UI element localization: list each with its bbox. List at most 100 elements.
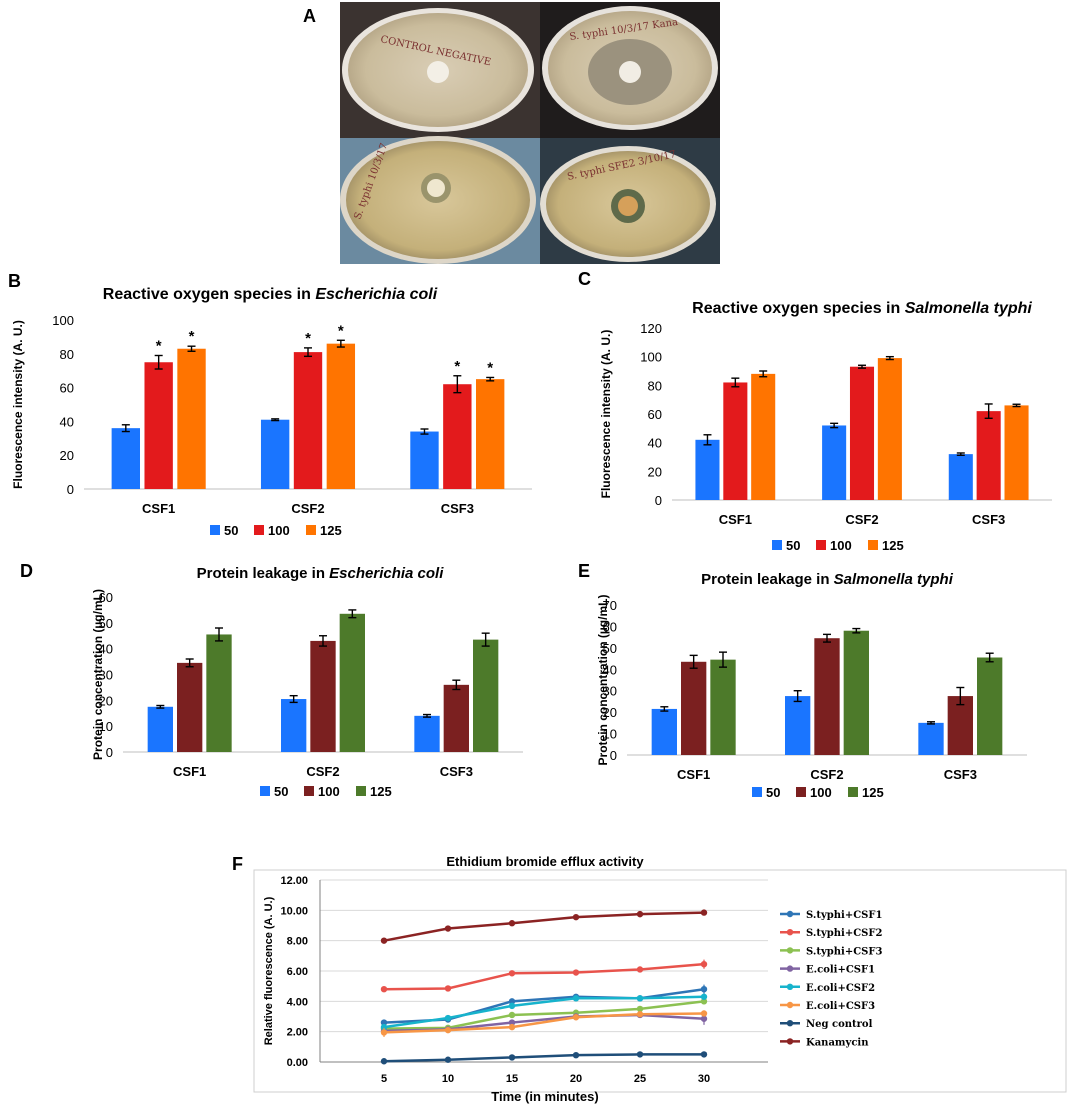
x-tick-label: CSF2 (845, 512, 878, 527)
legend-swatch (848, 787, 858, 797)
chart-title-species: Salmonella typhi (905, 300, 1033, 317)
chart-title-text: Protein leakage in (197, 565, 330, 582)
legend-label: Kanamycin (806, 1037, 869, 1048)
chart-title-species: Salmonella typhi (834, 571, 954, 588)
legend-label: 125 (320, 523, 342, 538)
bar (177, 662, 203, 752)
panel-letters: A B C D E F (8, 6, 591, 874)
series-line (383, 995, 705, 1029)
data-point (700, 1051, 708, 1058)
y-tick-label: 20 (648, 464, 662, 479)
y-tick-label: 60 (60, 381, 74, 396)
y-tick-label: 100 (640, 350, 662, 365)
bar (947, 696, 973, 755)
bar (177, 348, 206, 489)
x-tick-label: 10 (442, 1073, 454, 1085)
bar (147, 706, 173, 752)
bar (822, 425, 847, 500)
y-tick-label: 20 (603, 705, 617, 720)
bar (310, 640, 336, 752)
bar (326, 343, 356, 489)
legend-marker (786, 983, 794, 990)
panel-a-plates: CONTROL NEGATIVE S. typhi 10/3/17 Kana S… (340, 2, 720, 264)
y-tick-label: 10 (603, 727, 617, 742)
x-axis-label: Time (in minutes) (491, 1089, 598, 1104)
y-tick-label: 6.00 (287, 966, 308, 978)
data-point (636, 1011, 644, 1018)
data-point (444, 925, 452, 932)
legend-swatch (796, 787, 806, 797)
charts-layer: Reactive oxygen species in Escherichia c… (11, 286, 1067, 1104)
y-tick-label: 0 (610, 748, 617, 763)
bar (695, 439, 720, 500)
x-tick-label: CSF3 (441, 501, 474, 516)
data-point (508, 1002, 516, 1010)
data-point (508, 1011, 516, 1019)
significance-marker: * (487, 359, 493, 376)
plate-kanamycin: S. typhi 10/3/17 Kana (542, 6, 718, 130)
data-point (700, 909, 708, 916)
legend-label: 125 (370, 784, 392, 799)
data-point (636, 966, 644, 973)
bar (814, 638, 840, 755)
y-tick-label: 20 (99, 693, 113, 708)
chart-title-species: Escherichia coli (315, 286, 437, 303)
bar (111, 428, 140, 489)
bar (849, 366, 875, 500)
bar (877, 358, 902, 500)
data-point (636, 1051, 644, 1058)
x-tick-label: 20 (570, 1073, 582, 1085)
plate-sample-2: S. typhi SFE2 3/10/17 (540, 146, 716, 262)
y-tick-label: 40 (648, 436, 662, 451)
plate-sample-1: S. typhi 10/3/17 (340, 136, 536, 264)
y-tick-label: 10.00 (280, 905, 308, 917)
legend-marker (786, 910, 794, 918)
panel-letter: B (8, 271, 21, 291)
y-tick-label: 20 (60, 448, 74, 463)
y-axis-label: Protein concentration (µg/mL) (596, 595, 610, 766)
data-point (380, 1023, 388, 1031)
chart-e: Protein leakage in Salmonella typhi 0 10 20… (596, 571, 1027, 800)
legend-swatch (816, 540, 826, 550)
legend-swatch (356, 786, 366, 796)
x-tick-label: CSF3 (944, 767, 977, 782)
data-point (380, 1058, 388, 1065)
data-point (700, 986, 708, 993)
y-tick-label: 70 (603, 598, 617, 613)
legend-label: E.coli+CSF2 (806, 983, 875, 994)
data-point (636, 1005, 644, 1013)
data-point (572, 1051, 580, 1059)
legend-label: 50 (274, 784, 288, 799)
legend-label: 100 (268, 523, 290, 538)
y-tick-label: 2.00 (287, 1027, 308, 1039)
y-tick-label: 50 (99, 616, 113, 631)
significance-marker: * (338, 322, 344, 339)
series-line (383, 1000, 705, 1030)
significance-marker: * (156, 337, 162, 354)
legend-label: 100 (830, 538, 852, 553)
significance-marker: * (454, 358, 460, 375)
panel-letter: F (232, 854, 243, 874)
legend-label: 100 (810, 785, 832, 800)
bar (339, 613, 365, 752)
y-tick-label: 0 (67, 482, 74, 497)
bar (206, 634, 232, 752)
chart-c: Reactive oxygen species in Salmonella ty… (599, 300, 1052, 553)
series-line (383, 1053, 704, 1063)
y-tick-label: 60 (99, 590, 113, 605)
data-point (380, 937, 388, 944)
bar (476, 379, 505, 489)
legend-marker (786, 1038, 794, 1045)
y-tick-label: 30 (603, 684, 617, 699)
legend-label: E.coli+CSF1 (806, 965, 875, 976)
y-tick-label: 0 (106, 745, 113, 760)
panel-letter: C (578, 269, 591, 289)
bar (948, 454, 973, 500)
legend-marker (786, 947, 794, 954)
bar (710, 659, 736, 755)
y-tick-label: 8.00 (287, 936, 308, 948)
legend-marker (786, 929, 794, 936)
x-tick-label: CSF2 (306, 764, 339, 779)
data-point (700, 998, 708, 1005)
legend-swatch (306, 525, 316, 535)
